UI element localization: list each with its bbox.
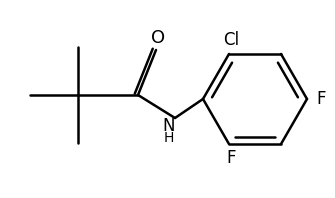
Text: O: O	[151, 29, 165, 47]
Text: F: F	[226, 149, 236, 167]
Text: H: H	[164, 131, 174, 145]
Text: N: N	[163, 117, 175, 135]
Text: Cl: Cl	[223, 31, 239, 49]
Text: F: F	[316, 90, 326, 108]
